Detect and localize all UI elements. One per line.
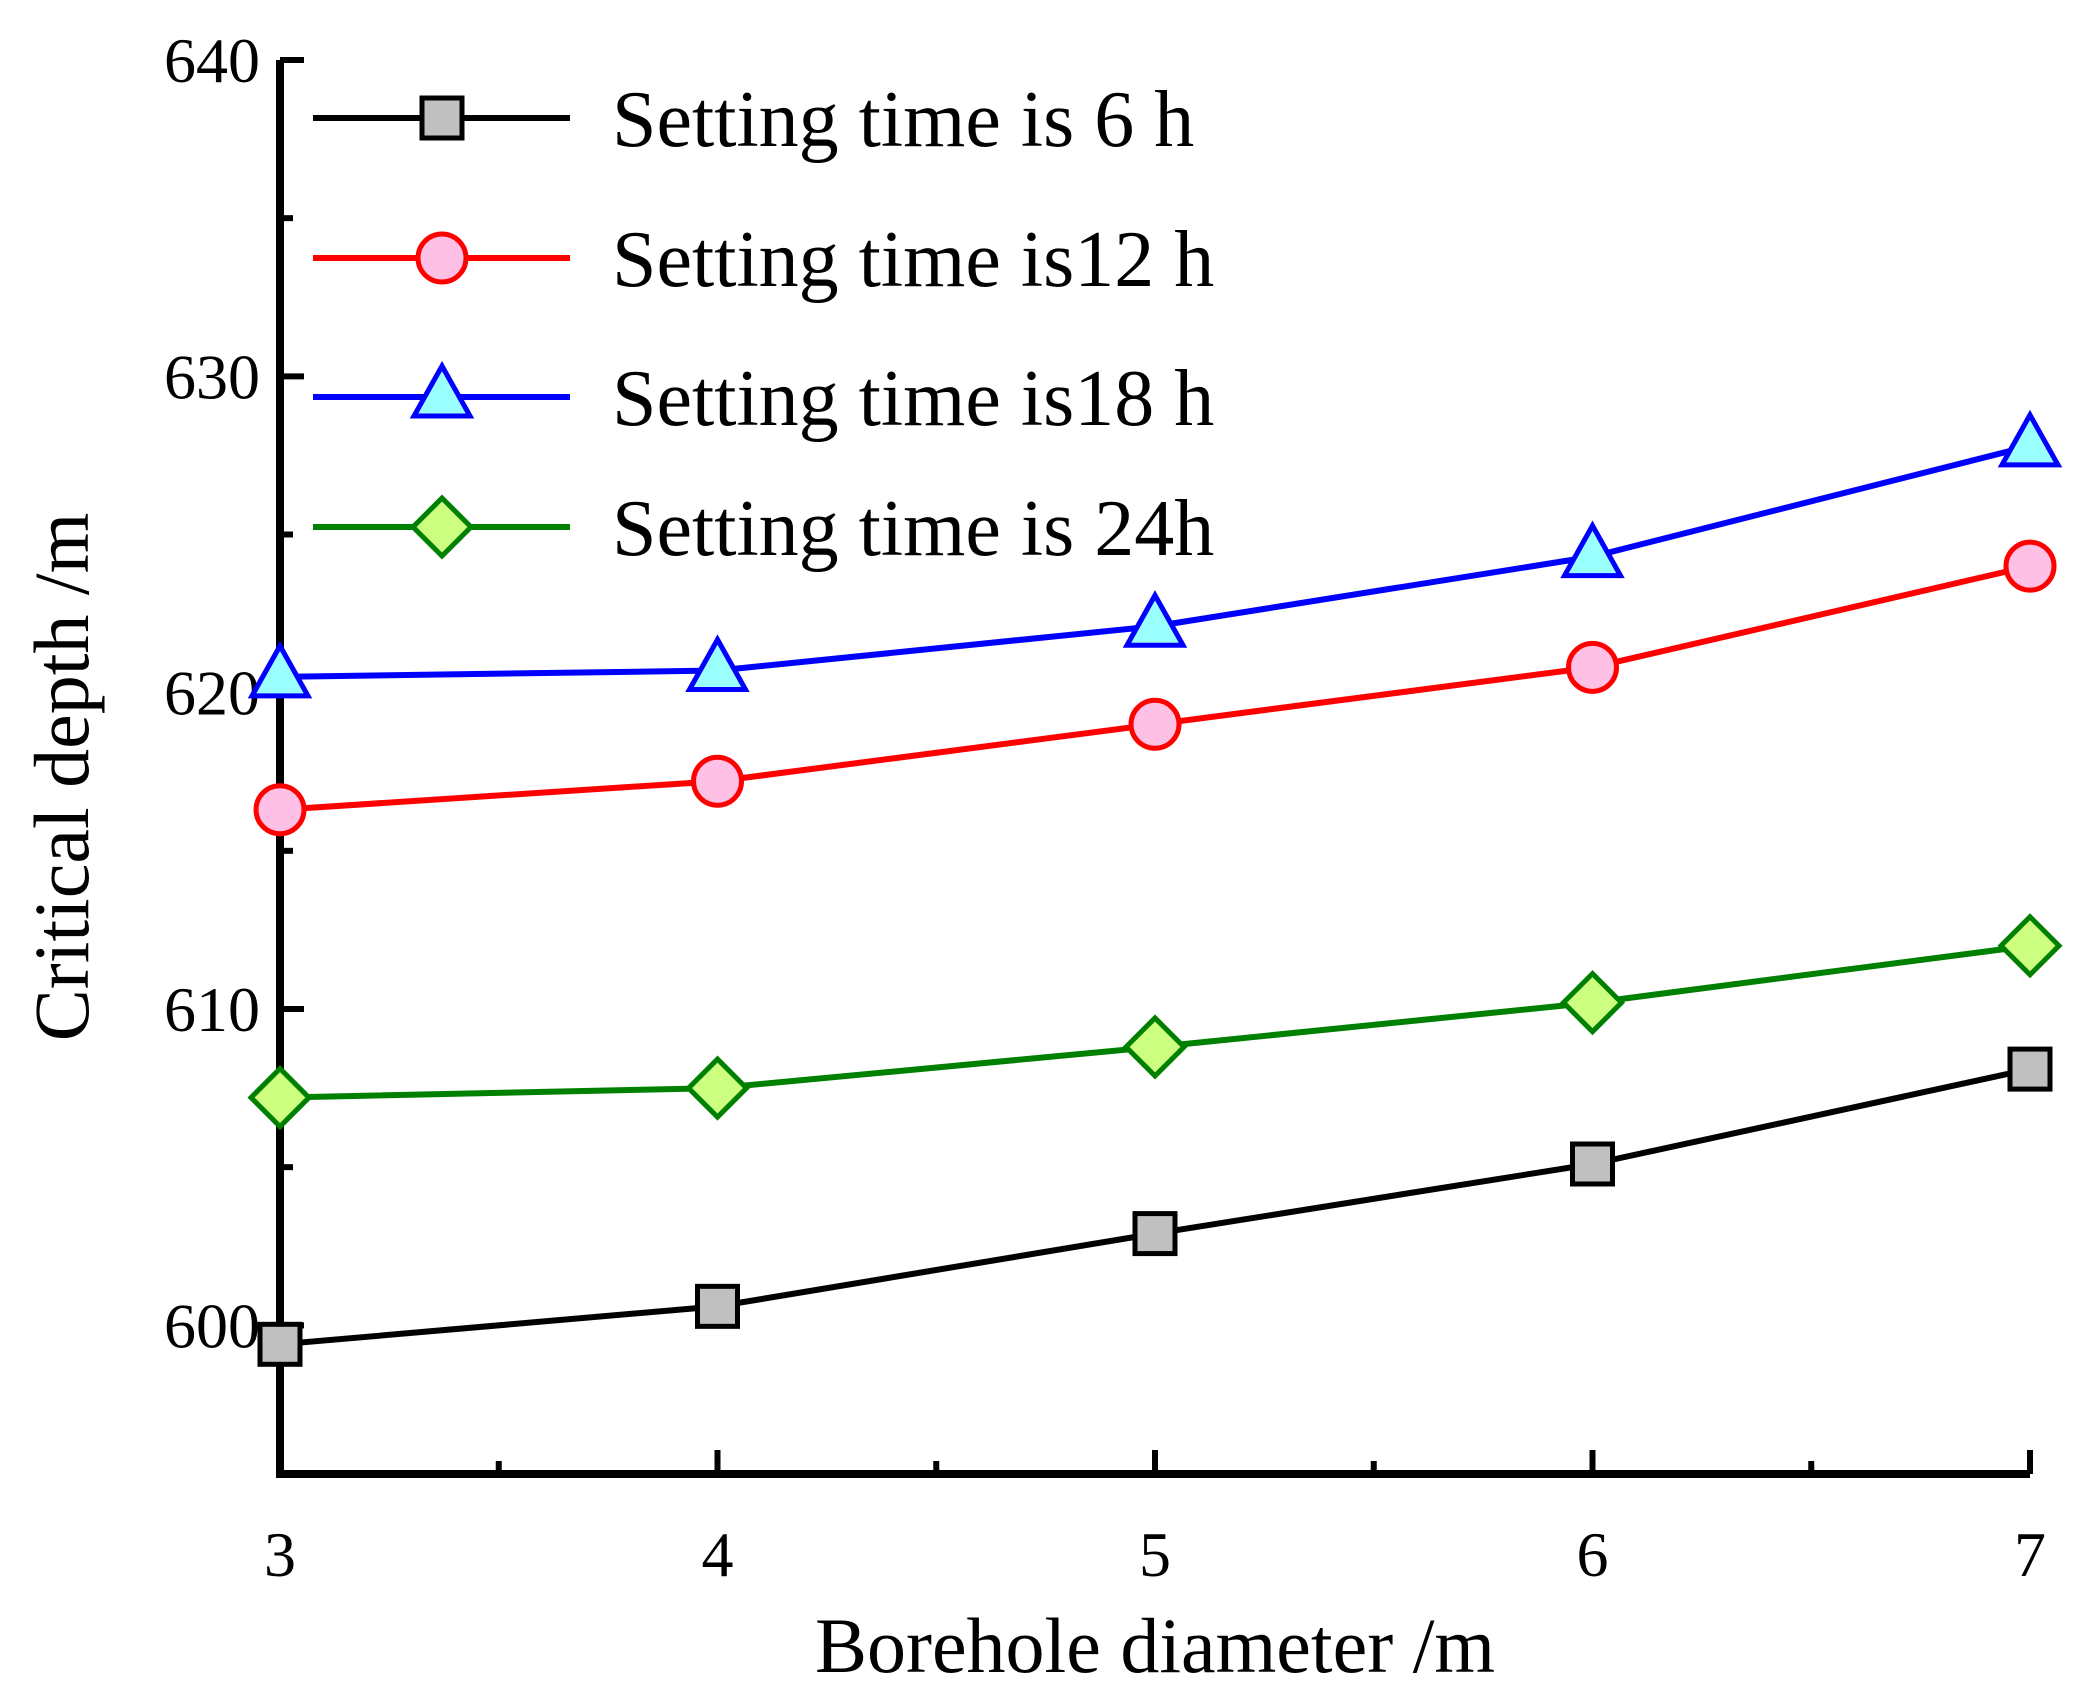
data-point	[685, 634, 750, 693]
data-point	[253, 783, 307, 837]
x-tick-label: 4	[702, 1519, 734, 1590]
y-axis-title: Critical depth /m	[18, 513, 105, 1042]
data-point	[691, 754, 744, 808]
legend-marker	[419, 95, 465, 141]
data-point	[247, 1065, 313, 1131]
x-tick-label: 3	[264, 1519, 296, 1590]
data-point	[1122, 590, 1188, 648]
series-4	[247, 913, 2063, 1131]
data-point	[684, 1055, 751, 1121]
data-point	[247, 640, 313, 699]
legend-label: Setting time is 24h	[612, 485, 1214, 573]
y-tick-label: 620	[164, 658, 260, 729]
series-line	[279, 1066, 2031, 1348]
data-point	[1566, 640, 1619, 694]
legend-marker	[409, 494, 475, 560]
legend-item-2: Setting time is12 h	[313, 216, 1214, 304]
legend-label: Setting time is12 h	[612, 216, 1214, 304]
series-1	[257, 1046, 2053, 1367]
legend-item-1: Setting time is 6 h	[313, 76, 1194, 164]
legend-marker	[415, 231, 469, 285]
data-point	[1570, 1141, 1615, 1187]
x-axis-title: Borehole diameter /m	[815, 1602, 1495, 1689]
legend-item-4: Setting time is 24h	[313, 485, 1214, 573]
legend: Setting time is 6 h Setting time is12 h Se…	[313, 76, 1214, 573]
data-point	[1132, 1211, 1178, 1257]
data-point	[1559, 970, 1626, 1036]
x-tick-label: 6	[1577, 1519, 1609, 1590]
series-3	[247, 409, 2063, 699]
y-tick-label: 640	[164, 25, 260, 96]
series-2	[253, 539, 2057, 837]
legend-label: Setting time is 6 h	[612, 76, 1194, 164]
x-tick-label: 7	[2014, 1519, 2046, 1590]
data-point	[1128, 697, 1182, 751]
data-point	[2003, 539, 2057, 593]
series-layer	[247, 409, 2063, 1367]
legend-marker	[409, 360, 475, 419]
data-point	[1997, 913, 2063, 979]
legend-label: Setting time is18 h	[612, 355, 1214, 443]
x-tick-label: 5	[1139, 1519, 1171, 1590]
y-tick-label: 610	[164, 974, 260, 1045]
data-point	[1122, 1014, 1188, 1080]
data-point	[1560, 520, 1625, 579]
data-point	[1997, 409, 2063, 468]
data-point	[257, 1321, 303, 1367]
legend-item-3: Setting time is18 h	[313, 355, 1214, 443]
y-ticks: 600 610 620 630 640	[164, 25, 304, 1361]
y-tick-label: 600	[164, 1290, 260, 1361]
data-point	[2007, 1046, 2053, 1092]
y-tick-label: 630	[164, 341, 260, 412]
x-ticks: 3 4 5 6 7	[264, 1450, 2046, 1590]
data-point	[695, 1283, 740, 1329]
